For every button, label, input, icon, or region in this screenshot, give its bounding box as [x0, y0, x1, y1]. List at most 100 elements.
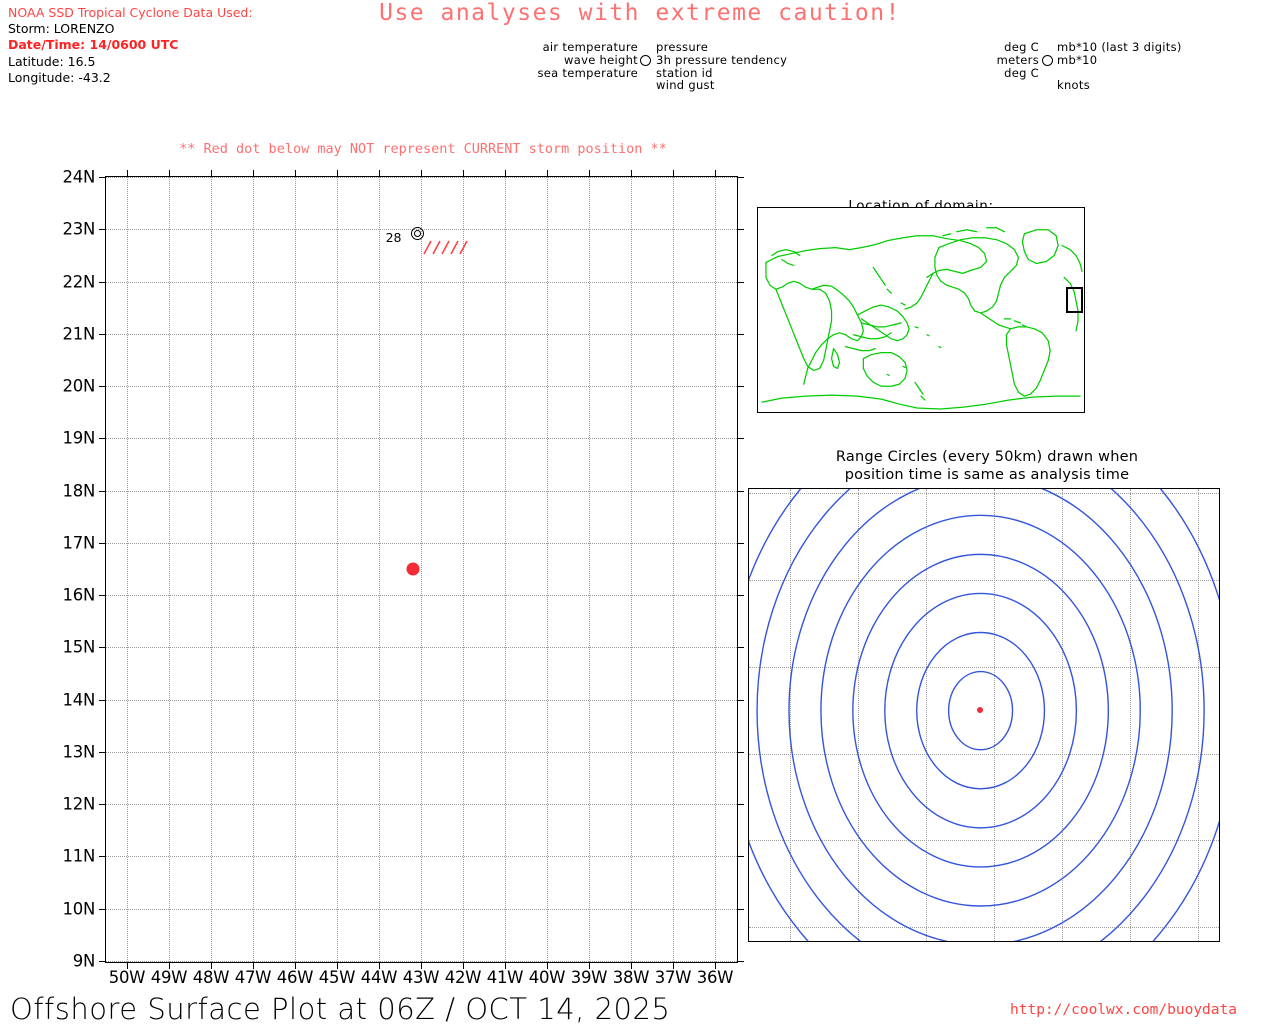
y-tick	[99, 281, 106, 283]
main-map-gridlines	[106, 177, 737, 962]
gridline-vertical	[421, 177, 422, 962]
legend-row-4: wind gust	[520, 79, 787, 92]
gridline-horizontal	[106, 961, 737, 962]
gridline-vertical	[547, 177, 548, 962]
range-gridline-vertical	[993, 489, 995, 941]
world-coastlines-icon	[761, 227, 1083, 410]
y-axis-label: 12N	[62, 794, 96, 814]
y-axis-label: 20N	[62, 376, 96, 396]
x-tick	[421, 962, 422, 969]
x-tick	[463, 962, 464, 969]
y-axis-label: 19N	[62, 428, 96, 448]
range-x-tick	[1198, 941, 1199, 942]
y-tick-right	[737, 699, 744, 701]
range-ring-300km	[788, 489, 1173, 941]
y-tick-right	[737, 177, 744, 178]
gridline-horizontal	[106, 281, 737, 283]
x-axis-label: 36W	[696, 968, 734, 987]
range-gridline-vertical	[1061, 489, 1063, 941]
range-circles-title-line2: position time is same as analysis time	[844, 466, 1130, 483]
x-axis-label: 41W	[486, 968, 524, 987]
x-axis-label: 42W	[444, 968, 482, 987]
range-gridline-horizontal	[749, 926, 1219, 928]
legend-pressure-label: pressure	[656, 40, 709, 54]
x-tick	[505, 962, 506, 969]
y-axis-label: 14N	[62, 690, 96, 710]
gridline-horizontal	[106, 438, 737, 440]
y-tick	[99, 595, 106, 597]
gridline-horizontal	[106, 490, 737, 492]
legend-sea-temperature-label: sea temperature	[537, 65, 638, 80]
legend-wave-height-label: wave height	[564, 52, 638, 67]
gridline-vertical	[253, 177, 254, 962]
gridline-vertical	[715, 177, 716, 962]
x-tick-top	[127, 170, 128, 177]
y-tick	[99, 229, 106, 231]
y-tick	[99, 804, 106, 806]
y-axis-label: 10N	[62, 899, 96, 919]
x-axis-label: 40W	[528, 968, 566, 987]
range-circles-title-line1: Range Circles (every 50km) drawn when	[835, 449, 1139, 465]
units-row-4: knots	[985, 79, 1182, 92]
x-tick	[673, 962, 674, 969]
range-gridline-horizontal	[749, 753, 1219, 755]
gridline-horizontal	[106, 177, 737, 178]
range-x-tick	[790, 941, 791, 942]
x-axis-label: 37W	[654, 968, 692, 987]
gridline-vertical	[169, 177, 170, 962]
range-y-tick	[1219, 580, 1220, 581]
y-axis-label: 9N	[72, 951, 96, 971]
range-gridline-vertical	[1197, 489, 1199, 941]
legend-row-1: air temperature pressure	[520, 41, 787, 54]
legend-air-temperature-label: air temperature	[542, 40, 638, 54]
gridline-horizontal	[106, 595, 737, 597]
legend-pressure-tendency-label: 3h pressure tendency	[656, 52, 788, 67]
gridline-vertical	[295, 177, 296, 962]
legend-station-id-label: station id	[656, 65, 713, 80]
range-ring-100km	[916, 631, 1046, 790]
units-row-3: deg C	[985, 66, 1182, 80]
y-tick	[99, 490, 106, 492]
longitude-line: Longitude: -43.2	[8, 69, 111, 85]
y-axis-label: 13N	[62, 742, 96, 762]
domain-extent-box	[1066, 287, 1083, 313]
y-axis-label: 15N	[62, 637, 96, 657]
source-url[interactable]: http://coolwx.com/buoydata	[1010, 1002, 1237, 1018]
units-pressure: mb*10 (last 3 digits)	[1057, 40, 1182, 54]
station-air-temperature: 28	[385, 229, 402, 245]
range-circles-plot[interactable]: 46W45W44W43W42W41W40W19N18N17N16N15N14N	[748, 488, 1220, 942]
legend-wind-gust-label: wind gust	[656, 78, 715, 93]
range-gridline-vertical	[789, 489, 791, 941]
y-tick-right	[737, 490, 744, 492]
gridline-vertical	[673, 177, 674, 962]
range-gridline-horizontal	[749, 580, 1219, 582]
gridline-horizontal	[106, 908, 737, 910]
gridline-horizontal	[106, 386, 737, 388]
units-pressure-tendency: mb*10	[1057, 52, 1098, 67]
domain-location-inset-map[interactable]	[757, 207, 1085, 413]
y-tick	[99, 699, 106, 701]
range-center-marker	[977, 707, 984, 714]
x-tick-top	[253, 170, 254, 177]
range-y-tick	[1219, 493, 1220, 494]
gridline-vertical	[505, 177, 506, 962]
x-tick-top	[463, 170, 464, 177]
x-tick-top	[379, 170, 380, 177]
range-ring-350km	[756, 489, 1205, 941]
x-tick-top	[589, 170, 590, 177]
station-plot-units-legend: deg C mb*10 (last 3 digits) meters mb*10…	[985, 41, 1182, 92]
x-axis-label: 49W	[150, 968, 188, 987]
gridline-vertical	[463, 177, 464, 962]
range-gridline-vertical	[925, 489, 927, 941]
main-surface-plot[interactable]: 50W 49W 48W 47W 46W 45W 44W 43W 42W 41W 40W 39W 38W 3…	[63, 168, 744, 987]
x-tick-top	[673, 170, 674, 177]
y-tick	[99, 961, 106, 962]
x-axis-label: 46W	[276, 968, 314, 987]
y-axis-label: 23N	[62, 219, 96, 239]
x-tick-top	[505, 170, 506, 177]
y-axis-label: 24N	[62, 167, 96, 187]
station-circle-outer-icon	[410, 226, 424, 240]
y-axis-label: 16N	[62, 585, 96, 605]
gridline-vertical	[337, 177, 338, 962]
y-axis-label: 21N	[62, 324, 96, 344]
